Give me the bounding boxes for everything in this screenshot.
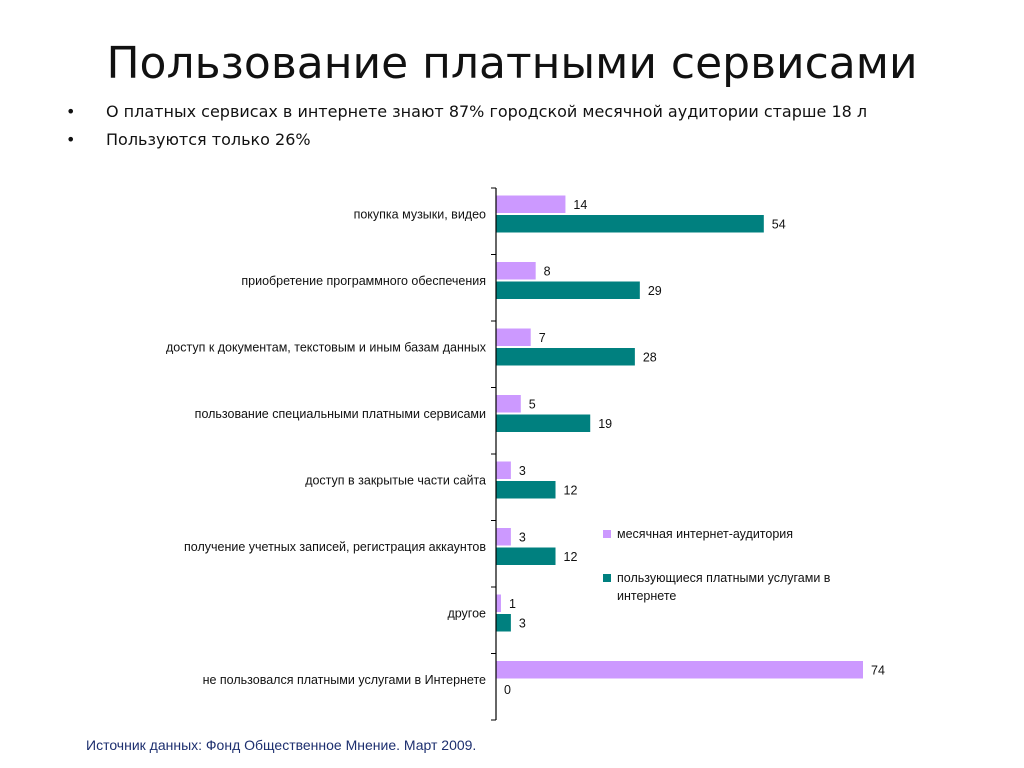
legend-swatch-paid-users <box>603 574 611 582</box>
bar-audience <box>496 461 511 479</box>
bar-paid-users <box>496 547 556 565</box>
bullet-list: • О платных сервисах в интернете знают 8… <box>66 100 867 156</box>
data-label: 19 <box>598 417 612 431</box>
bar-paid-users <box>496 281 640 299</box>
bullet-item: • О платных сервисах в интернете знают 8… <box>66 100 867 128</box>
bar-audience <box>496 661 863 679</box>
data-label: 3 <box>519 616 526 630</box>
data-label: 12 <box>564 483 578 497</box>
bar-paid-users <box>496 348 635 366</box>
slide-title: Пользование платными сервисами <box>106 38 918 89</box>
bullet-icon: • <box>66 102 76 121</box>
category-label: доступ к документам, текстовым и иным ба… <box>166 341 487 355</box>
legend-label-paid-users: пользующиеся платными услугами в интернет… <box>617 571 831 603</box>
data-label: 54 <box>772 217 786 231</box>
bullet-text: Пользуются только 26% <box>106 130 311 149</box>
data-label: 74 <box>871 663 885 677</box>
bar-audience <box>496 328 531 346</box>
bar-audience <box>496 594 501 612</box>
data-label: 3 <box>519 530 526 544</box>
legend-label-audience: месячная интернет-аудитория <box>617 527 793 541</box>
data-label: 0 <box>504 683 511 697</box>
data-label: 12 <box>564 550 578 564</box>
bullet-item: • Пользуются только 26% <box>66 128 867 156</box>
data-label: 8 <box>544 264 551 278</box>
category-label: другое <box>447 607 486 621</box>
data-label: 29 <box>648 284 662 298</box>
category-label: не пользовался платными услугами в Интер… <box>203 673 486 687</box>
bar-audience <box>496 195 566 213</box>
data-label: 3 <box>519 464 526 478</box>
bar-paid-users <box>496 414 591 432</box>
data-label: 1 <box>509 597 516 611</box>
category-label: приобретение программного обеспечения <box>241 274 486 288</box>
category-label: пользование специальными платными сервис… <box>195 407 486 421</box>
bar-paid-users <box>496 481 556 499</box>
bullet-icon: • <box>66 130 76 149</box>
category-label: покупка музыки, видео <box>354 208 486 222</box>
category-label: получение учетных записей, регистрация а… <box>184 540 486 554</box>
data-label: 5 <box>529 397 536 411</box>
legend-swatch-audience <box>603 530 611 538</box>
bar-audience <box>496 395 521 413</box>
bar-audience <box>496 262 536 280</box>
data-label: 28 <box>643 350 657 364</box>
bar-paid-users <box>496 215 764 233</box>
bar-paid-users <box>496 614 511 632</box>
source-note: Источник данных: Фонд Общественное Мнени… <box>86 737 477 753</box>
bar-audience <box>496 528 511 546</box>
bullet-text: О платных сервисах в интернете знают 87%… <box>106 102 868 121</box>
bar-chart: покупка музыки, видео 14 54 приобретение пр… <box>166 187 885 721</box>
data-label: 7 <box>539 331 546 345</box>
category-label: доступ в закрытые части сайта <box>305 474 486 488</box>
data-label: 14 <box>573 198 587 212</box>
